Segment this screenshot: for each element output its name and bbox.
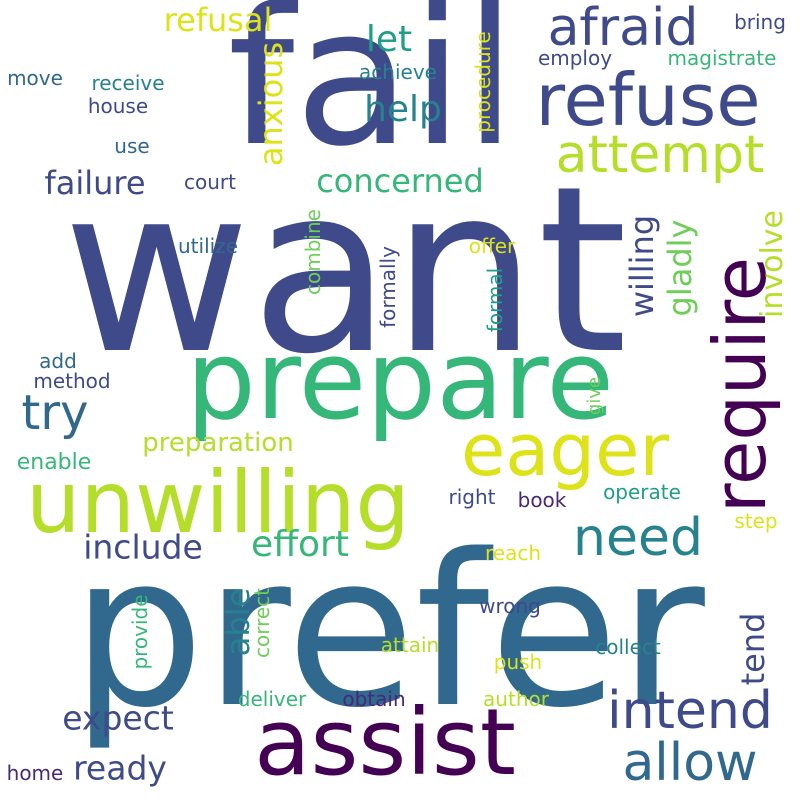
word-deliver: deliver [237, 687, 307, 711]
word-attain: attain [380, 633, 440, 657]
word-enable: enable [16, 450, 92, 475]
word-tend: tend [734, 612, 772, 686]
word-involve: involve [755, 209, 790, 319]
word-add: add [39, 349, 77, 373]
word-utilize: utilize [178, 234, 238, 258]
word-allow: allow [622, 733, 758, 793]
word-provide: provide [128, 594, 152, 670]
word-intend: intend [607, 681, 773, 741]
word-try: try [21, 385, 89, 441]
word-offer: offer [468, 234, 516, 258]
word-afraid: afraid [547, 0, 699, 58]
word-employ: employ [537, 46, 613, 70]
word-prefer: prefer [71, 509, 705, 754]
word-ready: ready [73, 748, 167, 788]
word-achieve: achieve [359, 60, 437, 84]
word-concerned: concerned [316, 162, 484, 200]
word-correct: correct [250, 587, 274, 659]
word-obtain: obtain [342, 687, 406, 711]
word-author: author [483, 687, 549, 711]
word-right: right [448, 485, 496, 509]
word-want: want [62, 138, 628, 405]
word-refuse: refuse [535, 58, 761, 142]
word-use: use [114, 134, 150, 158]
word-unwilling: unwilling [25, 453, 411, 553]
word-wrong: wrong [479, 594, 541, 618]
word-book: book [517, 488, 567, 512]
word-assist: assist [254, 689, 516, 796]
word-give: give [584, 376, 605, 416]
word-need: need [573, 508, 703, 568]
word-fail: fail [227, 0, 517, 188]
word-failure: failure [44, 164, 146, 202]
word-operate: operate [603, 480, 681, 504]
word-home: home [6, 761, 64, 785]
word-attempt: attempt [555, 125, 765, 185]
word-magistrate: magistrate [667, 46, 777, 70]
word-formally: formally [376, 246, 400, 328]
word-preparation: preparation [142, 428, 294, 458]
word-step: step [734, 509, 778, 533]
word-refusal: refusal [163, 1, 273, 39]
word-willing: willing [623, 214, 661, 318]
word-expect: expect [62, 698, 174, 738]
word-formal: formal [483, 267, 507, 333]
word-procedure: procedure [471, 31, 495, 133]
word-let: let [365, 19, 413, 60]
word-bring: bring [734, 10, 786, 34]
word-receive: receive [91, 71, 165, 95]
word-include: include [83, 527, 203, 567]
word-reach: reach [484, 541, 542, 565]
word-combine: combine [301, 209, 325, 295]
word-method: method [33, 369, 111, 393]
word-collect: collect [595, 635, 661, 659]
word-court: court [184, 170, 236, 194]
word-effort: effort [251, 524, 349, 565]
word-push: push [493, 650, 543, 674]
word-move: move [7, 66, 63, 90]
word-eager: eager [460, 408, 670, 492]
word-anxious: anxious [252, 41, 290, 167]
word-prepare: prepare [185, 316, 615, 444]
word-house: house [87, 94, 149, 118]
word-gladly: gladly [661, 219, 699, 317]
word-help: help [364, 89, 442, 130]
